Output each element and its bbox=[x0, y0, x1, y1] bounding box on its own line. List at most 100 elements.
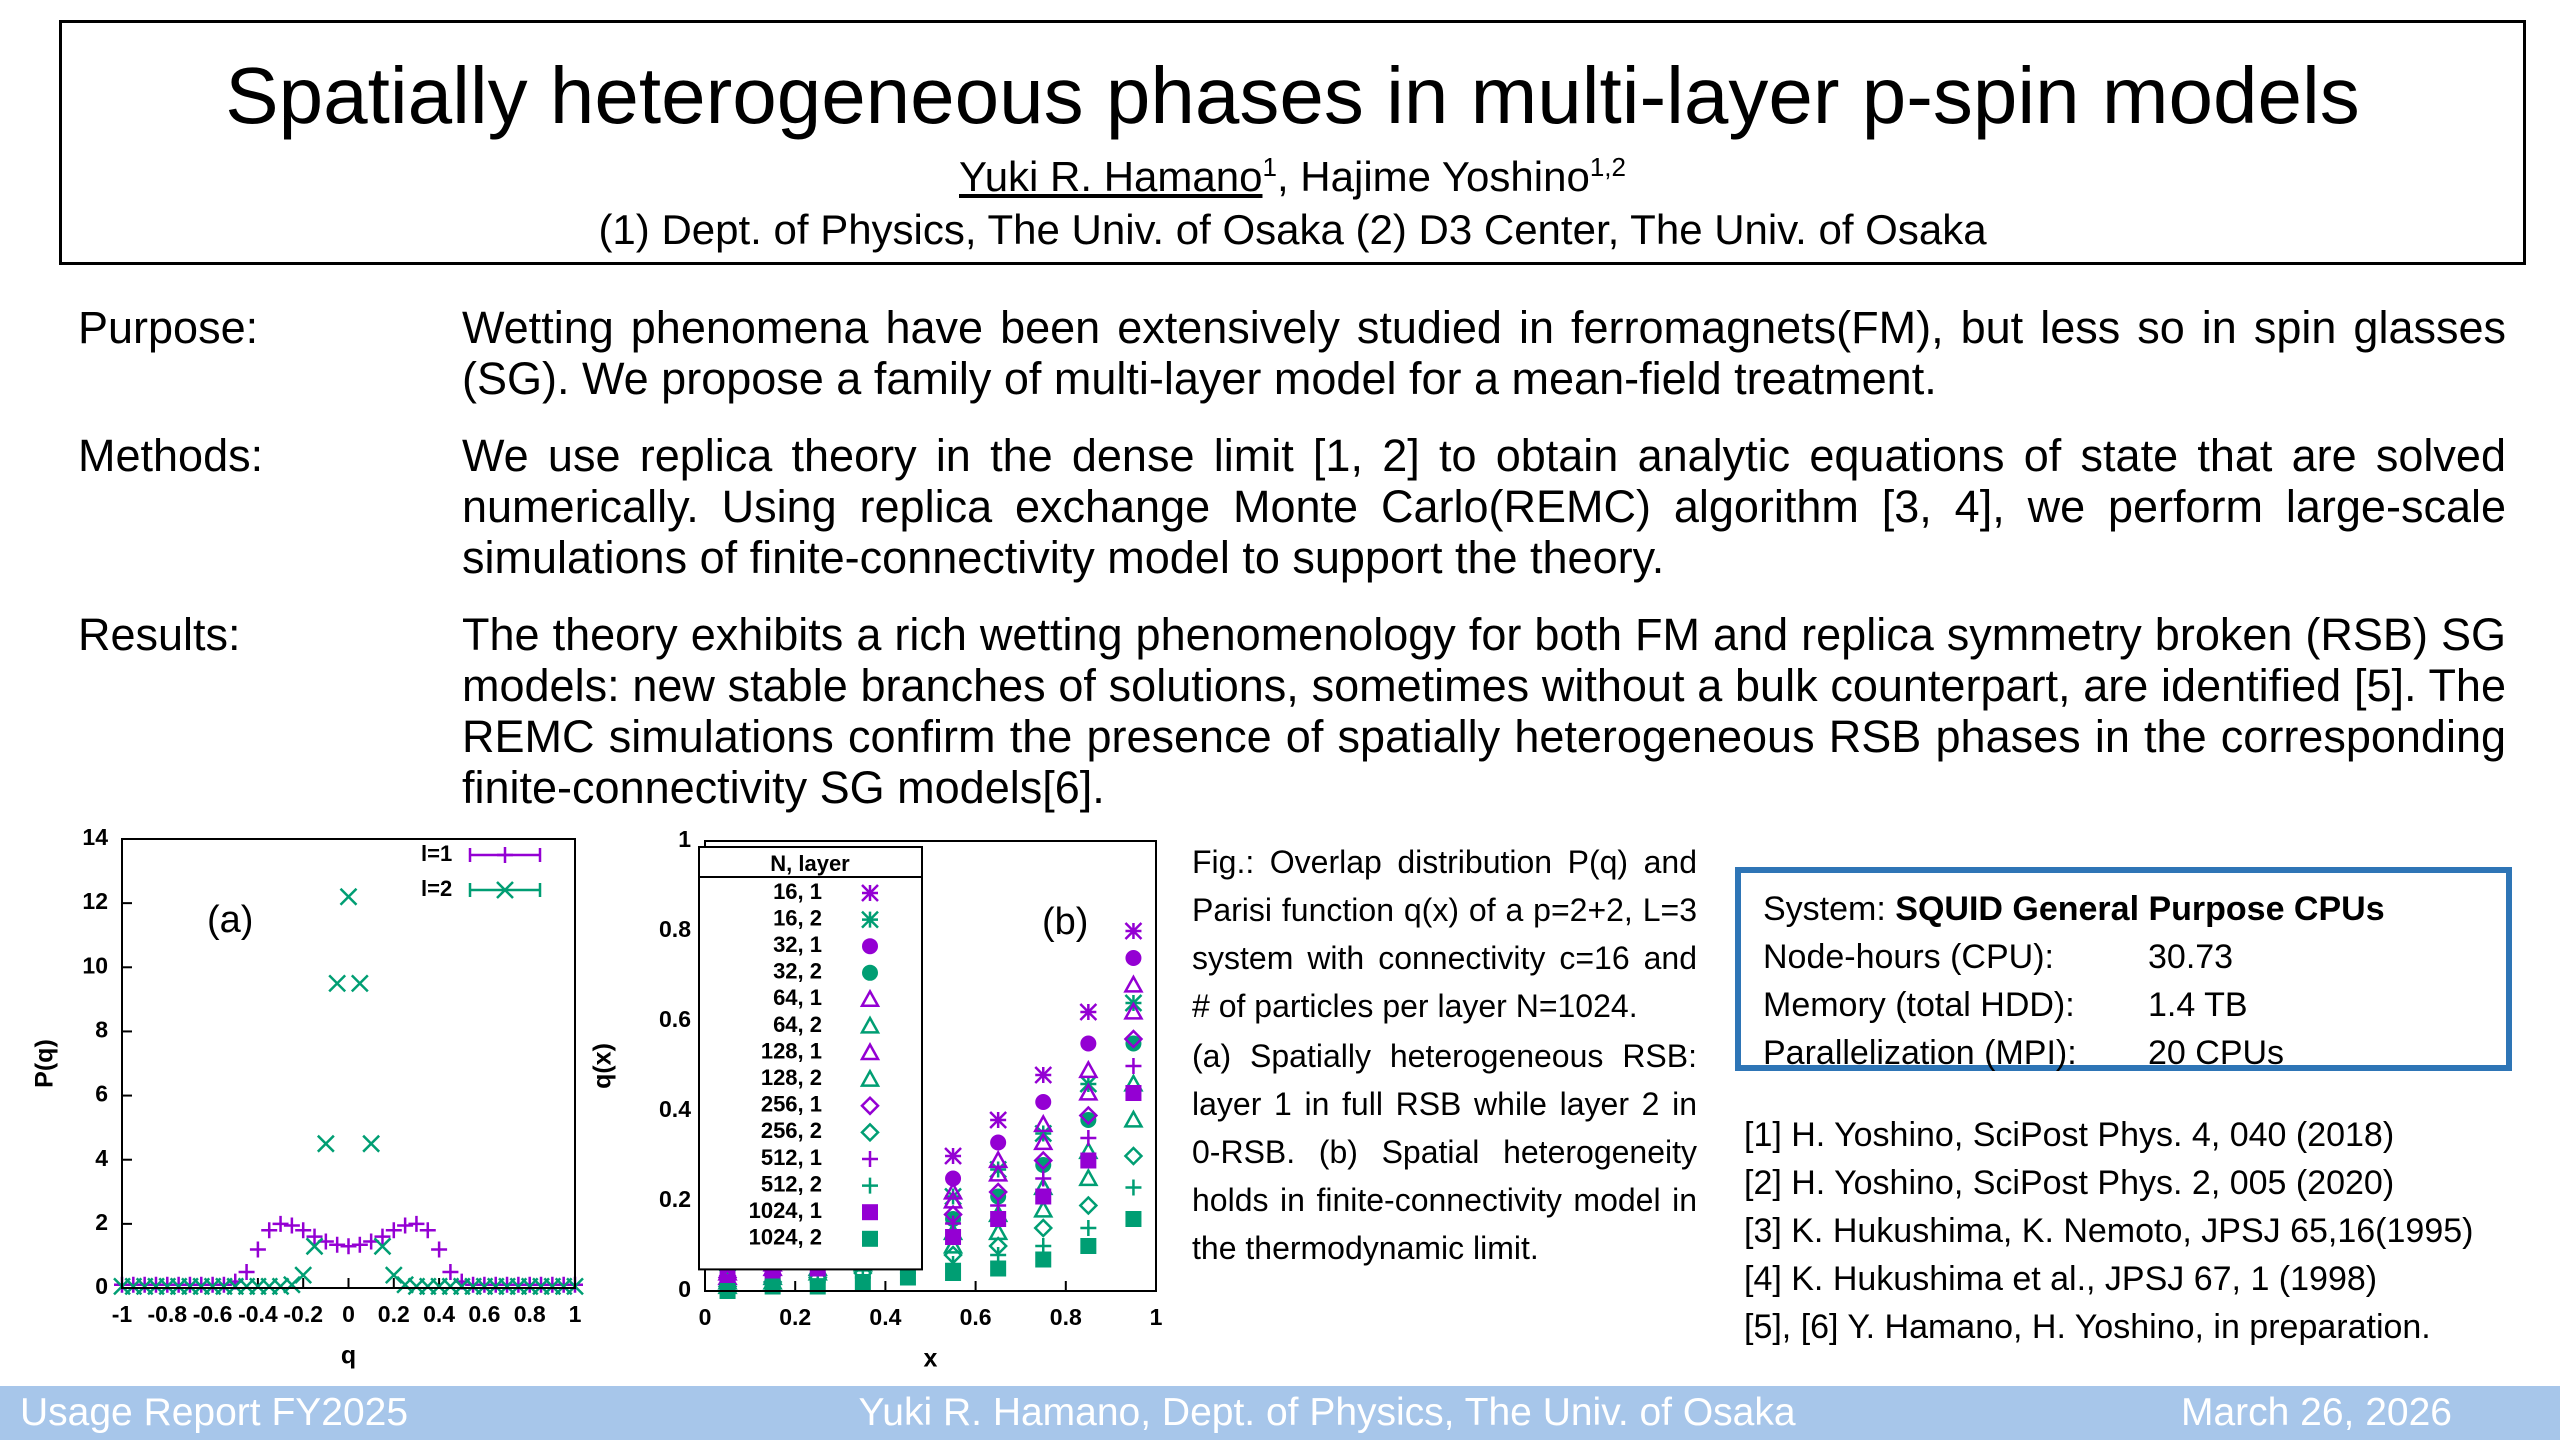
y-tick-label: 10 bbox=[82, 952, 108, 978]
system-row: Node-hours (CPU): 30.73 bbox=[1763, 933, 2506, 981]
data-point bbox=[1035, 1251, 1052, 1268]
y-tick-label: 8 bbox=[95, 1017, 108, 1043]
legend-marker bbox=[862, 1230, 878, 1247]
data-point bbox=[945, 1170, 962, 1187]
system-box: System: SQUID General Purpose CPUs Node-… bbox=[1735, 867, 2512, 1072]
x-tick-label: 0.6 bbox=[468, 1301, 500, 1327]
data-point bbox=[1123, 1109, 1144, 1128]
data-point bbox=[350, 974, 369, 993]
data-point bbox=[1033, 1113, 1054, 1133]
section-label: Results: bbox=[78, 609, 241, 660]
legend-label: 1024, 1 bbox=[749, 1198, 822, 1223]
data-point bbox=[1080, 1238, 1097, 1254]
data-point bbox=[316, 1134, 335, 1153]
system-row: Memory (total HDD): 1.4 TB bbox=[1763, 981, 2506, 1029]
y-tick-label: 12 bbox=[82, 888, 108, 914]
legend-marker bbox=[861, 910, 879, 929]
legend-marker bbox=[861, 884, 879, 902]
data-point bbox=[990, 1197, 1007, 1214]
system-line: System: SQUID General Purpose CPUs bbox=[1763, 885, 2506, 933]
x-tick-label: -0.6 bbox=[193, 1301, 233, 1327]
data-point bbox=[283, 1217, 300, 1234]
data-point bbox=[1078, 1195, 1099, 1216]
data-point bbox=[1033, 1150, 1054, 1171]
row-label: Parallelization (MPI): bbox=[1763, 1034, 2077, 1072]
legend-marker bbox=[859, 1042, 881, 1061]
row-label: Memory (total HDD): bbox=[1763, 986, 2075, 1024]
x-tick-label: 0.8 bbox=[514, 1301, 546, 1327]
legend-label: 32, 1 bbox=[773, 932, 822, 957]
data-point bbox=[329, 1236, 346, 1253]
legend-marker bbox=[497, 847, 513, 863]
x-axis-label: q bbox=[341, 1342, 356, 1370]
data-point bbox=[362, 1134, 381, 1153]
header-box: Spatially heterogeneous phases in multi-… bbox=[59, 20, 2526, 265]
data-point bbox=[1078, 1167, 1099, 1187]
x-tick-label: 0.4 bbox=[423, 1301, 455, 1327]
data-point bbox=[1035, 1157, 1052, 1173]
legend-label: 32, 2 bbox=[773, 959, 822, 984]
legend-marker bbox=[862, 1204, 878, 1221]
caption: Fig.: Overlap distribution P(q) and Pari… bbox=[1192, 838, 1697, 1274]
data-point bbox=[1123, 1146, 1144, 1166]
sections: Purpose: Wetting phenomena have been exte… bbox=[78, 302, 2506, 839]
legend-marker bbox=[860, 1122, 880, 1143]
legend-title: N, layer bbox=[770, 851, 850, 876]
y-tick-label: 0.6 bbox=[659, 1006, 691, 1032]
data-point bbox=[431, 1241, 448, 1258]
data-point bbox=[945, 1229, 962, 1245]
annotation: (b) bbox=[1042, 901, 1088, 943]
legend-marker bbox=[862, 1151, 878, 1167]
data-point bbox=[1125, 1085, 1142, 1101]
legend-marker bbox=[496, 881, 514, 899]
y-tick-label: 2 bbox=[95, 1209, 108, 1235]
y-tick-label: 4 bbox=[95, 1145, 108, 1171]
data-point bbox=[990, 1260, 1007, 1277]
data-point bbox=[373, 1237, 392, 1256]
x-tick-label: 1 bbox=[1150, 1304, 1163, 1330]
data-point bbox=[339, 887, 358, 906]
system-name: SQUID General Purpose CPUs bbox=[1895, 890, 2385, 928]
legend-label: l=1 bbox=[421, 841, 452, 866]
author: Yuki R. Hamano bbox=[959, 153, 1263, 200]
data-point bbox=[397, 1217, 414, 1234]
y-tick-label: 0.8 bbox=[659, 916, 691, 942]
data-point bbox=[340, 1238, 357, 1255]
y-tick-label: 0.4 bbox=[659, 1096, 691, 1122]
legend-marker bbox=[860, 1096, 880, 1116]
y-axis-label: q(x) bbox=[589, 1043, 617, 1089]
data-point bbox=[1123, 1029, 1144, 1049]
section-text: The theory exhibits a rich wetting pheno… bbox=[462, 609, 2506, 813]
x-tick-label: -0.8 bbox=[147, 1301, 187, 1327]
data-point bbox=[374, 1228, 391, 1245]
data-point bbox=[419, 1222, 436, 1239]
data-point bbox=[945, 1215, 962, 1232]
legend-label: 256, 1 bbox=[761, 1092, 822, 1117]
legend-label: 64, 1 bbox=[773, 985, 822, 1010]
data-point bbox=[1078, 1082, 1099, 1101]
section: Purpose: Wetting phenomena have been exte… bbox=[78, 302, 2506, 404]
row-value: 30.73 bbox=[2148, 938, 2234, 976]
title: Spatially heterogeneous phases in multi-… bbox=[225, 51, 2360, 140]
caption-text: Fig.: Overlap distribution P(q) and Pari… bbox=[1192, 844, 1697, 1024]
reference: [5], [6] Y. Hamano, H. Yoshino, in prepa… bbox=[1744, 1308, 2431, 1346]
data-point bbox=[1035, 1188, 1052, 1205]
data-point bbox=[854, 1274, 871, 1290]
data-point bbox=[249, 1241, 266, 1258]
data-point bbox=[1080, 1152, 1097, 1169]
reference: [4] K. Hukushima et al., JPSJ 67, 1 (199… bbox=[1744, 1260, 2378, 1298]
row-value: 1.4 TB bbox=[2148, 986, 2248, 1024]
data-point bbox=[1080, 1035, 1097, 1052]
x-tick-label: -1 bbox=[112, 1301, 133, 1327]
legend-marker bbox=[859, 1015, 881, 1034]
data-point bbox=[1033, 1131, 1054, 1151]
legend-label: 16, 2 bbox=[773, 905, 822, 930]
data-point bbox=[1078, 1059, 1099, 1079]
data-point bbox=[942, 1181, 964, 1200]
legend-label: 1024, 2 bbox=[749, 1225, 822, 1250]
data-point bbox=[1080, 1220, 1097, 1236]
data-point bbox=[764, 1278, 781, 1295]
data-point bbox=[1123, 974, 1144, 993]
plot-frame bbox=[121, 838, 576, 1289]
